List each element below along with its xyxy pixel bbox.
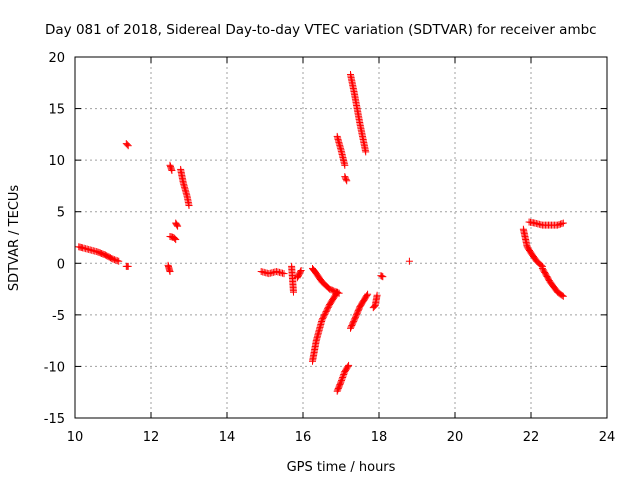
data-point <box>339 373 347 381</box>
data-point <box>332 289 340 297</box>
grid <box>75 57 607 418</box>
y-tick-labels: -15 -10 -5 0 5 10 15 20 <box>44 51 65 427</box>
y-tick-label: 10 <box>48 154 65 169</box>
data-point <box>341 161 349 169</box>
data-point <box>296 268 304 276</box>
data-point <box>342 175 350 183</box>
data-point <box>339 372 347 380</box>
y-tick-label: 15 <box>48 103 65 118</box>
data-point <box>173 221 181 229</box>
data-point <box>343 177 351 185</box>
data-point <box>364 290 372 298</box>
data-point <box>174 222 182 230</box>
data-point <box>558 220 566 228</box>
data-point <box>537 261 545 269</box>
data-point <box>556 220 564 228</box>
data-point <box>379 273 387 281</box>
data-point <box>290 288 297 296</box>
y-tick-label: 5 <box>57 206 65 221</box>
data-point <box>110 256 118 264</box>
data-point <box>340 371 348 379</box>
data-point <box>362 148 370 156</box>
data-point <box>112 256 120 264</box>
data-point <box>109 255 117 263</box>
data-point <box>172 236 180 244</box>
data-point <box>559 292 567 300</box>
data-point <box>558 291 566 299</box>
data-point <box>123 141 131 149</box>
data-point <box>363 291 371 299</box>
x-tick-label: 12 <box>143 430 160 445</box>
x-tick-label: 10 <box>67 430 84 445</box>
data-point <box>344 363 352 371</box>
y-tick-label: 0 <box>57 257 65 272</box>
y-tick-label: 20 <box>48 51 65 66</box>
x-tick-label: 14 <box>219 430 236 445</box>
data-point <box>280 270 288 278</box>
data-point <box>377 272 385 280</box>
x-tick-label: 20 <box>447 430 464 445</box>
x-tick-label: 18 <box>371 430 388 445</box>
data-point <box>333 288 341 296</box>
data-point <box>168 166 176 174</box>
plot-frame <box>74 56 608 419</box>
data-point <box>113 257 121 265</box>
data-point <box>124 142 132 150</box>
axis-ticks <box>74 56 608 419</box>
data-point <box>405 257 413 265</box>
data-point <box>554 221 562 229</box>
data-point <box>373 291 381 299</box>
data-point <box>297 267 305 275</box>
y-tick-label: -10 <box>44 360 65 375</box>
data-point <box>378 272 386 280</box>
data-point <box>171 235 179 243</box>
x-tick-label: 24 <box>599 430 616 445</box>
data-point <box>166 268 174 276</box>
data-points <box>75 71 567 395</box>
x-tick-label: 22 <box>523 430 540 445</box>
y-axis-label: SDTVAR / TECUs <box>7 185 22 292</box>
data-point <box>338 376 346 384</box>
x-axis-label: GPS time / hours <box>287 460 396 475</box>
x-tick-label: 16 <box>295 430 312 445</box>
data-point <box>337 378 345 386</box>
data-point <box>185 202 193 210</box>
data-point <box>124 262 132 270</box>
data-point <box>559 219 567 227</box>
data-point <box>115 257 123 265</box>
x-tick-labels: 10 12 14 16 18 20 22 24 <box>67 430 616 445</box>
chart-title: Day 081 of 2018, Sidereal Day-to-day VTE… <box>45 22 597 38</box>
y-tick-label: -15 <box>44 412 65 427</box>
data-point <box>338 375 346 383</box>
data-point <box>555 221 563 229</box>
y-tick-label: -5 <box>52 309 65 324</box>
data-point <box>345 361 353 369</box>
